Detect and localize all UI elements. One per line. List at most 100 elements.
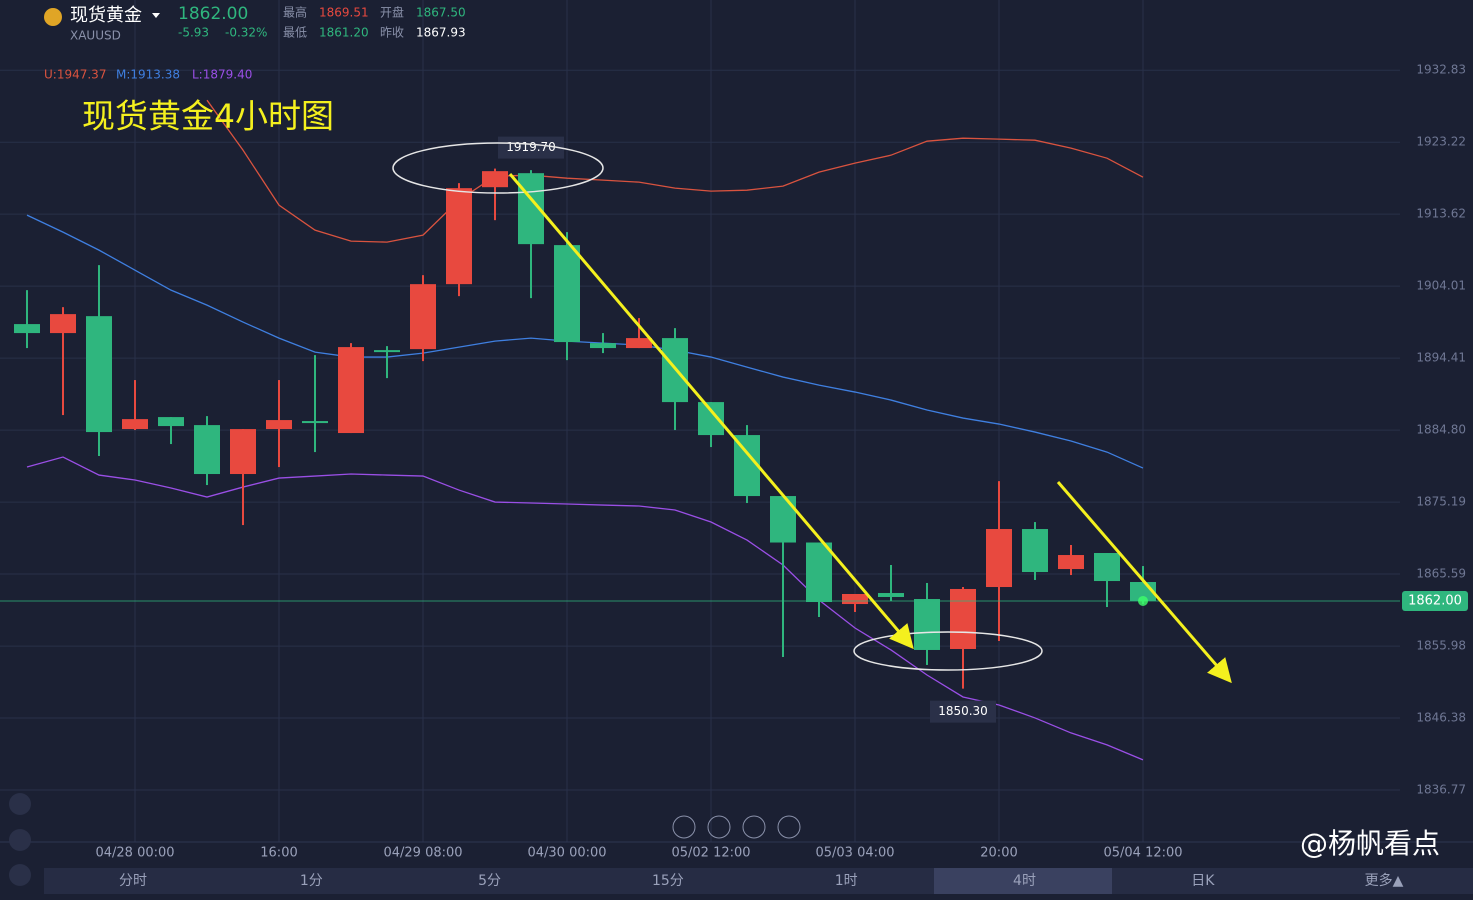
high-box [498,136,564,159]
dropdown[interactable] [152,13,160,18]
tabs: 分时 1分 5分 15分 1时 4时 日K 更多▲ [119,872,1404,889]
y-tick-label: 1846.38 [1416,711,1466,725]
price: 1862.00 [178,4,248,24]
candle-body [1094,553,1120,582]
symbol: XAUUSD [70,29,121,43]
candle-body [590,343,616,349]
prev[interactable] [707,815,731,839]
tab[interactable]: 日K [1191,873,1215,889]
x-tick-label: 04/29 08:00 [383,846,462,861]
candle-body [230,429,256,475]
label: 开盘 [380,5,404,20]
candle-body [806,542,832,603]
candle-body [446,188,472,285]
chart-title: 现货黄金4小时图 [82,97,334,136]
candle-body [878,593,904,597]
candle-body [554,245,580,343]
candle-body [158,417,184,427]
high: 1869.51 [319,6,369,20]
y-tick-label: 1913.62 [1416,207,1466,221]
live-dot [1138,595,1148,606]
tab[interactable]: 4时 [1013,873,1036,889]
next[interactable] [742,815,766,839]
change: -5.93 [178,26,209,40]
band-line [26,456,1144,761]
candle-body [338,347,364,434]
candle-body [914,599,940,650]
y-tick-label: 1923.22 [1416,135,1466,149]
x-tick-label: 04/30 00:00 [527,846,606,861]
tool[interactable] [9,829,31,851]
y-tick-label: 1904.01 [1416,279,1466,293]
x-tick-label: 04/28 00:00 [95,846,174,861]
last-price-label: 1862.00 [1408,593,1462,608]
high-label: 1919.70 [506,140,556,154]
arrow [508,173,914,650]
band-line [26,214,1144,469]
candle-body [194,425,220,475]
watermark: @杨帆看点 [1300,827,1440,860]
band-label: L:1879.40 [192,68,252,82]
tab[interactable]: 更多▲ [1365,872,1404,889]
tool[interactable] [9,793,31,815]
tab[interactable]: 1分 [300,873,323,889]
low-box [930,700,996,723]
band-label: U:1947.37 [44,68,106,82]
y-tick-label: 1875.19 [1416,495,1466,509]
label: 最低 [283,26,307,40]
candle-body [14,324,40,334]
candle-body [950,588,976,649]
x-tick-label: 05/02 12:00 [671,846,750,861]
x-tick-label: 05/04 12:00 [1103,846,1182,861]
candle-body [410,284,436,350]
candle-body [482,171,508,188]
y-tick-label: 1836.77 [1416,783,1466,797]
y-tick-label: 1894.41 [1416,351,1466,365]
tab-bar [44,868,1473,894]
candle-body [86,316,112,433]
y-tick-label: 1932.83 [1416,63,1466,77]
candle-body [734,435,760,497]
tab[interactable]: 5分 [478,873,501,889]
candle-body [302,421,328,424]
x-tick-label: 16:00 [260,846,297,861]
tab[interactable]: 1时 [835,873,858,889]
prev: 1867.93 [416,26,466,40]
candle-body [698,402,724,436]
band-label: M:1913.38 [116,68,180,82]
candle-body [1058,555,1084,570]
tab[interactable]: 分时 [119,873,147,889]
candle-body [842,593,868,605]
label: 最高 [283,5,307,20]
name: 现货黄金 [70,5,142,26]
zoom-in[interactable] [777,815,801,839]
marks: 1862.00 1919.70 1850.30 [0,99,1468,761]
candle-body [50,314,76,334]
y-tick-label: 1884.80 [1416,423,1466,437]
candle-body [770,496,796,543]
candle-body [986,529,1012,588]
last-price-box [1402,590,1468,611]
highlight [392,142,604,194]
low: 1861.20 [319,26,369,40]
tool[interactable] [9,864,31,886]
grid: 1932.83 1923.22 1913.62 1904.01 1894.41 1884.… [0,0,1473,861]
tab[interactable]: 15分 [652,873,684,889]
zoom-out[interactable] [672,815,696,839]
arrow [1056,481,1232,684]
candle-body [1022,529,1048,573]
logo [44,8,62,26]
candle-body [266,420,292,430]
highlight [853,631,1043,671]
x-tick-label: 20:00 [980,846,1017,861]
low-label: 1850.30 [938,704,988,718]
band-line [206,99,1144,243]
change-pct: -0.32% [225,26,267,40]
candle-body [374,350,400,353]
candle-body [122,419,148,430]
open: 1867.50 [416,6,466,20]
x-tick-label: 05/03 04:00 [815,846,894,861]
y-tick-label: 1865.59 [1416,567,1466,581]
